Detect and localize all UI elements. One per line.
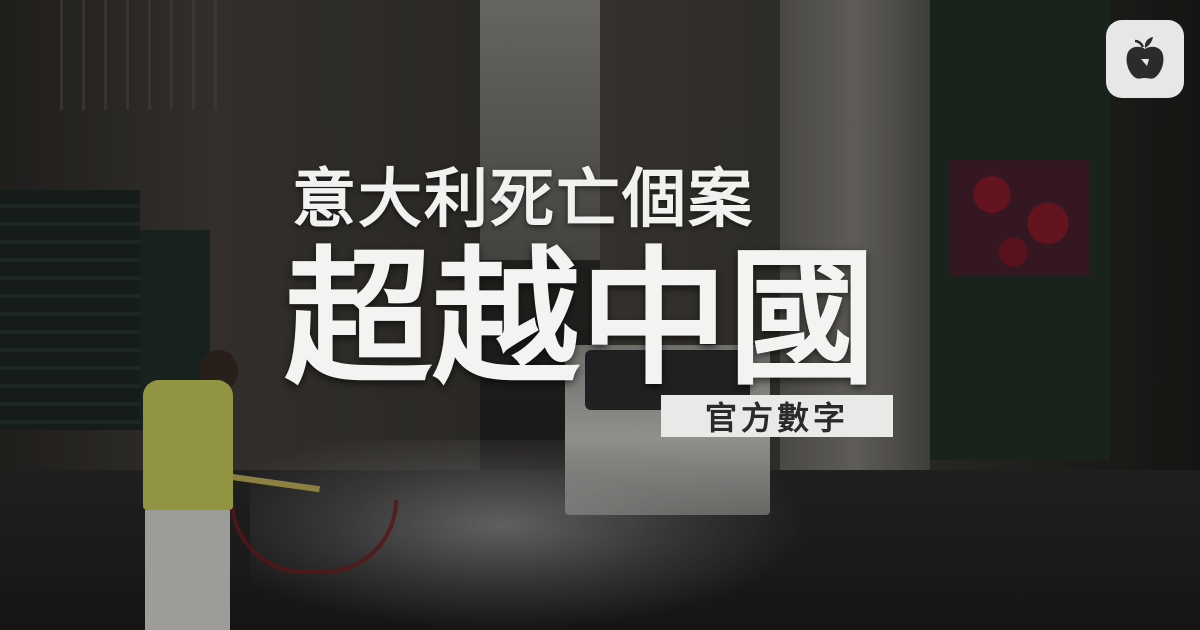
window-shutter	[0, 190, 140, 430]
apple-logo-icon-graphic	[1126, 37, 1164, 79]
badge-label: 官方數字	[704, 399, 849, 437]
official-figures-badge: 官方數字	[661, 395, 893, 437]
balcony-railing	[60, 0, 220, 110]
protective-suit	[145, 510, 230, 630]
hi-vis-vest	[143, 380, 233, 510]
headline-line-2: 超越中國	[284, 231, 876, 405]
headline-line-1: 意大利死亡個案	[292, 162, 754, 237]
sanitation-worker	[135, 350, 245, 630]
hanging-blanket	[950, 160, 1090, 275]
apple-logo-icon[interactable]	[1106, 20, 1184, 98]
